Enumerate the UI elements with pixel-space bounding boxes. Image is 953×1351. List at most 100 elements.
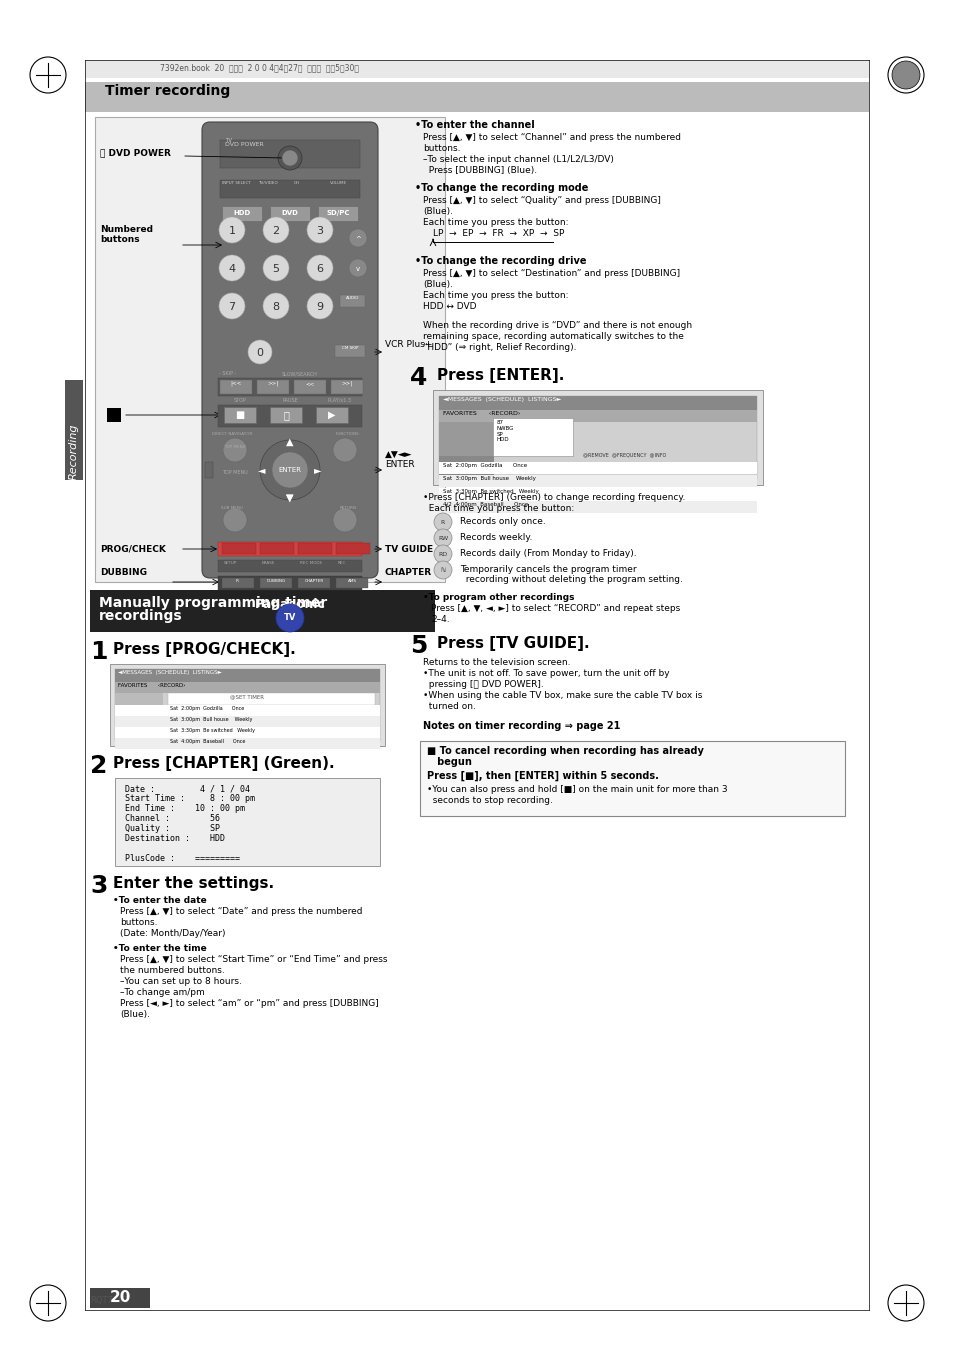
Text: Manually programming timer: Manually programming timer bbox=[99, 596, 327, 611]
Text: DUBBING: DUBBING bbox=[100, 567, 147, 577]
Text: ▼: ▼ bbox=[286, 493, 294, 503]
Text: TV/VIDEO: TV/VIDEO bbox=[257, 181, 277, 185]
Text: remaining space, recording automatically switches to the: remaining space, recording automatically… bbox=[422, 332, 683, 340]
Bar bbox=[168, 693, 375, 705]
Text: VOLUME: VOLUME bbox=[330, 181, 347, 185]
Bar bbox=[438, 457, 494, 480]
Circle shape bbox=[282, 150, 297, 166]
Text: ■: ■ bbox=[235, 409, 244, 420]
Text: Press [■], then [ENTER] within 5 seconds.: Press [■], then [ENTER] within 5 seconds… bbox=[427, 771, 659, 781]
Bar bbox=[115, 727, 379, 738]
Text: ▲: ▲ bbox=[286, 436, 294, 447]
Circle shape bbox=[307, 255, 333, 281]
Text: PLAY/x1.3: PLAY/x1.3 bbox=[328, 399, 352, 403]
Text: Press [PROG/CHECK].: Press [PROG/CHECK]. bbox=[112, 642, 295, 657]
Text: Records weekly.: Records weekly. bbox=[459, 534, 532, 542]
Text: TOP MENU: TOP MENU bbox=[222, 470, 248, 476]
Text: TV GUIDE: TV GUIDE bbox=[337, 543, 357, 547]
Text: Sat  4:00pm  Baseball      Once: Sat 4:00pm Baseball Once bbox=[170, 739, 245, 744]
Text: TV: TV bbox=[283, 613, 295, 623]
Text: 5: 5 bbox=[273, 263, 279, 274]
Circle shape bbox=[434, 544, 452, 563]
Text: Start Time :     8 : 00 pm: Start Time : 8 : 00 pm bbox=[125, 794, 254, 802]
Circle shape bbox=[219, 255, 245, 281]
Bar bbox=[438, 488, 757, 500]
Text: REC MODE: REC MODE bbox=[299, 561, 322, 565]
Text: >>|: >>| bbox=[267, 381, 278, 386]
Circle shape bbox=[307, 218, 333, 243]
Circle shape bbox=[434, 513, 452, 531]
Text: Press [▲, ▼] to select “Quality” and press [DUBBING]: Press [▲, ▼] to select “Quality” and pre… bbox=[422, 196, 660, 205]
Bar bbox=[317, 205, 357, 222]
Text: Returns to the television screen.: Returns to the television screen. bbox=[422, 658, 570, 667]
Circle shape bbox=[219, 218, 245, 243]
Bar bbox=[222, 205, 262, 222]
Circle shape bbox=[277, 146, 302, 170]
Bar bbox=[115, 669, 379, 682]
Text: Sat  3:00pm  Bull house    Weekly: Sat 3:00pm Bull house Weekly bbox=[170, 717, 253, 721]
Bar bbox=[115, 693, 163, 721]
Text: –To select the input channel (L1/L2/L3/DV): –To select the input channel (L1/L2/L3/D… bbox=[422, 155, 613, 163]
Text: •To enter the channel: •To enter the channel bbox=[415, 120, 535, 130]
Text: Temporarily cancels the program timer: Temporarily cancels the program timer bbox=[459, 565, 636, 574]
Text: RQT7392: RQT7392 bbox=[90, 1296, 129, 1305]
Text: IR: IR bbox=[235, 580, 240, 584]
Text: “HDD” (⇒ right, Relief Recording).: “HDD” (⇒ right, Relief Recording). bbox=[422, 343, 576, 353]
Bar bbox=[222, 578, 253, 588]
Text: 3: 3 bbox=[316, 226, 323, 236]
Text: •To enter the time: •To enter the time bbox=[112, 944, 207, 952]
Text: •Press [CHAPTER] (Green) to change recording frequency.: •Press [CHAPTER] (Green) to change recor… bbox=[422, 493, 684, 503]
Bar bbox=[224, 407, 255, 423]
Bar bbox=[297, 543, 332, 554]
Text: @SET TIMER: @SET TIMER bbox=[230, 694, 264, 698]
Bar bbox=[115, 716, 379, 727]
Text: the numbered buttons.: the numbered buttons. bbox=[120, 966, 225, 975]
Bar bbox=[115, 778, 379, 866]
Bar bbox=[222, 543, 255, 554]
Text: <<: << bbox=[305, 381, 314, 386]
Text: INPUT SELECT: INPUT SELECT bbox=[222, 181, 251, 185]
Text: Press [▲, ▼] to select “Date” and press the numbered: Press [▲, ▼] to select “Date” and press … bbox=[120, 907, 362, 916]
Text: FAVORITES      ‹RECORD›: FAVORITES ‹RECORD› bbox=[118, 684, 185, 688]
Text: –You can set up to 8 hours.: –You can set up to 8 hours. bbox=[120, 977, 242, 986]
Text: End Time :    10 : 00 pm: End Time : 10 : 00 pm bbox=[125, 804, 245, 813]
Bar bbox=[270, 205, 310, 222]
Text: (Blue).: (Blue). bbox=[120, 1011, 150, 1019]
Text: When the recording drive is “DVD” and there is not enough: When the recording drive is “DVD” and th… bbox=[422, 322, 691, 330]
Text: Sat  2:00pm  Godzilla      Once: Sat 2:00pm Godzilla Once bbox=[170, 707, 244, 711]
Text: SUB MENU: SUB MENU bbox=[221, 507, 243, 509]
Bar bbox=[218, 378, 361, 396]
Circle shape bbox=[272, 453, 308, 488]
Text: 3: 3 bbox=[90, 874, 108, 898]
Text: Each time you press the button:: Each time you press the button: bbox=[422, 504, 574, 513]
FancyBboxPatch shape bbox=[202, 122, 377, 578]
Circle shape bbox=[333, 508, 356, 532]
Bar bbox=[256, 380, 289, 394]
Text: TV: TV bbox=[225, 138, 232, 143]
Text: RD: RD bbox=[438, 551, 447, 557]
Text: CM SKIP: CM SKIP bbox=[341, 346, 358, 350]
Text: 4/2  4:00pm  Baseball      Once: 4/2 4:00pm Baseball Once bbox=[442, 503, 528, 507]
Circle shape bbox=[263, 293, 289, 319]
Bar bbox=[85, 82, 868, 112]
Bar bbox=[315, 407, 348, 423]
Text: Press [▲, ▼] to select “Destination” and press [DUBBING]: Press [▲, ▼] to select “Destination” and… bbox=[422, 269, 679, 278]
Bar bbox=[115, 721, 163, 739]
Text: DISPLAY: DISPLAY bbox=[262, 543, 278, 547]
Bar bbox=[65, 380, 83, 480]
Text: TV GUIDE: TV GUIDE bbox=[385, 544, 433, 554]
Bar bbox=[90, 1288, 150, 1308]
Text: VCR Plus+: VCR Plus+ bbox=[385, 340, 432, 349]
Text: Timer recording: Timer recording bbox=[105, 84, 230, 99]
Bar bbox=[205, 462, 213, 478]
Bar bbox=[220, 180, 359, 199]
Bar bbox=[438, 396, 757, 480]
Text: RETURN: RETURN bbox=[339, 507, 356, 509]
Text: Each time you press the button:: Each time you press the button: bbox=[422, 218, 568, 227]
Text: |<<: |<< bbox=[230, 381, 241, 386]
Text: FAVORITES      ‹RECORD›: FAVORITES ‹RECORD› bbox=[442, 411, 519, 416]
Bar bbox=[438, 396, 757, 409]
Bar bbox=[115, 705, 379, 716]
Text: 87
NWBG
SP
HDD: 87 NWBG SP HDD bbox=[497, 420, 514, 442]
Bar bbox=[115, 669, 379, 740]
